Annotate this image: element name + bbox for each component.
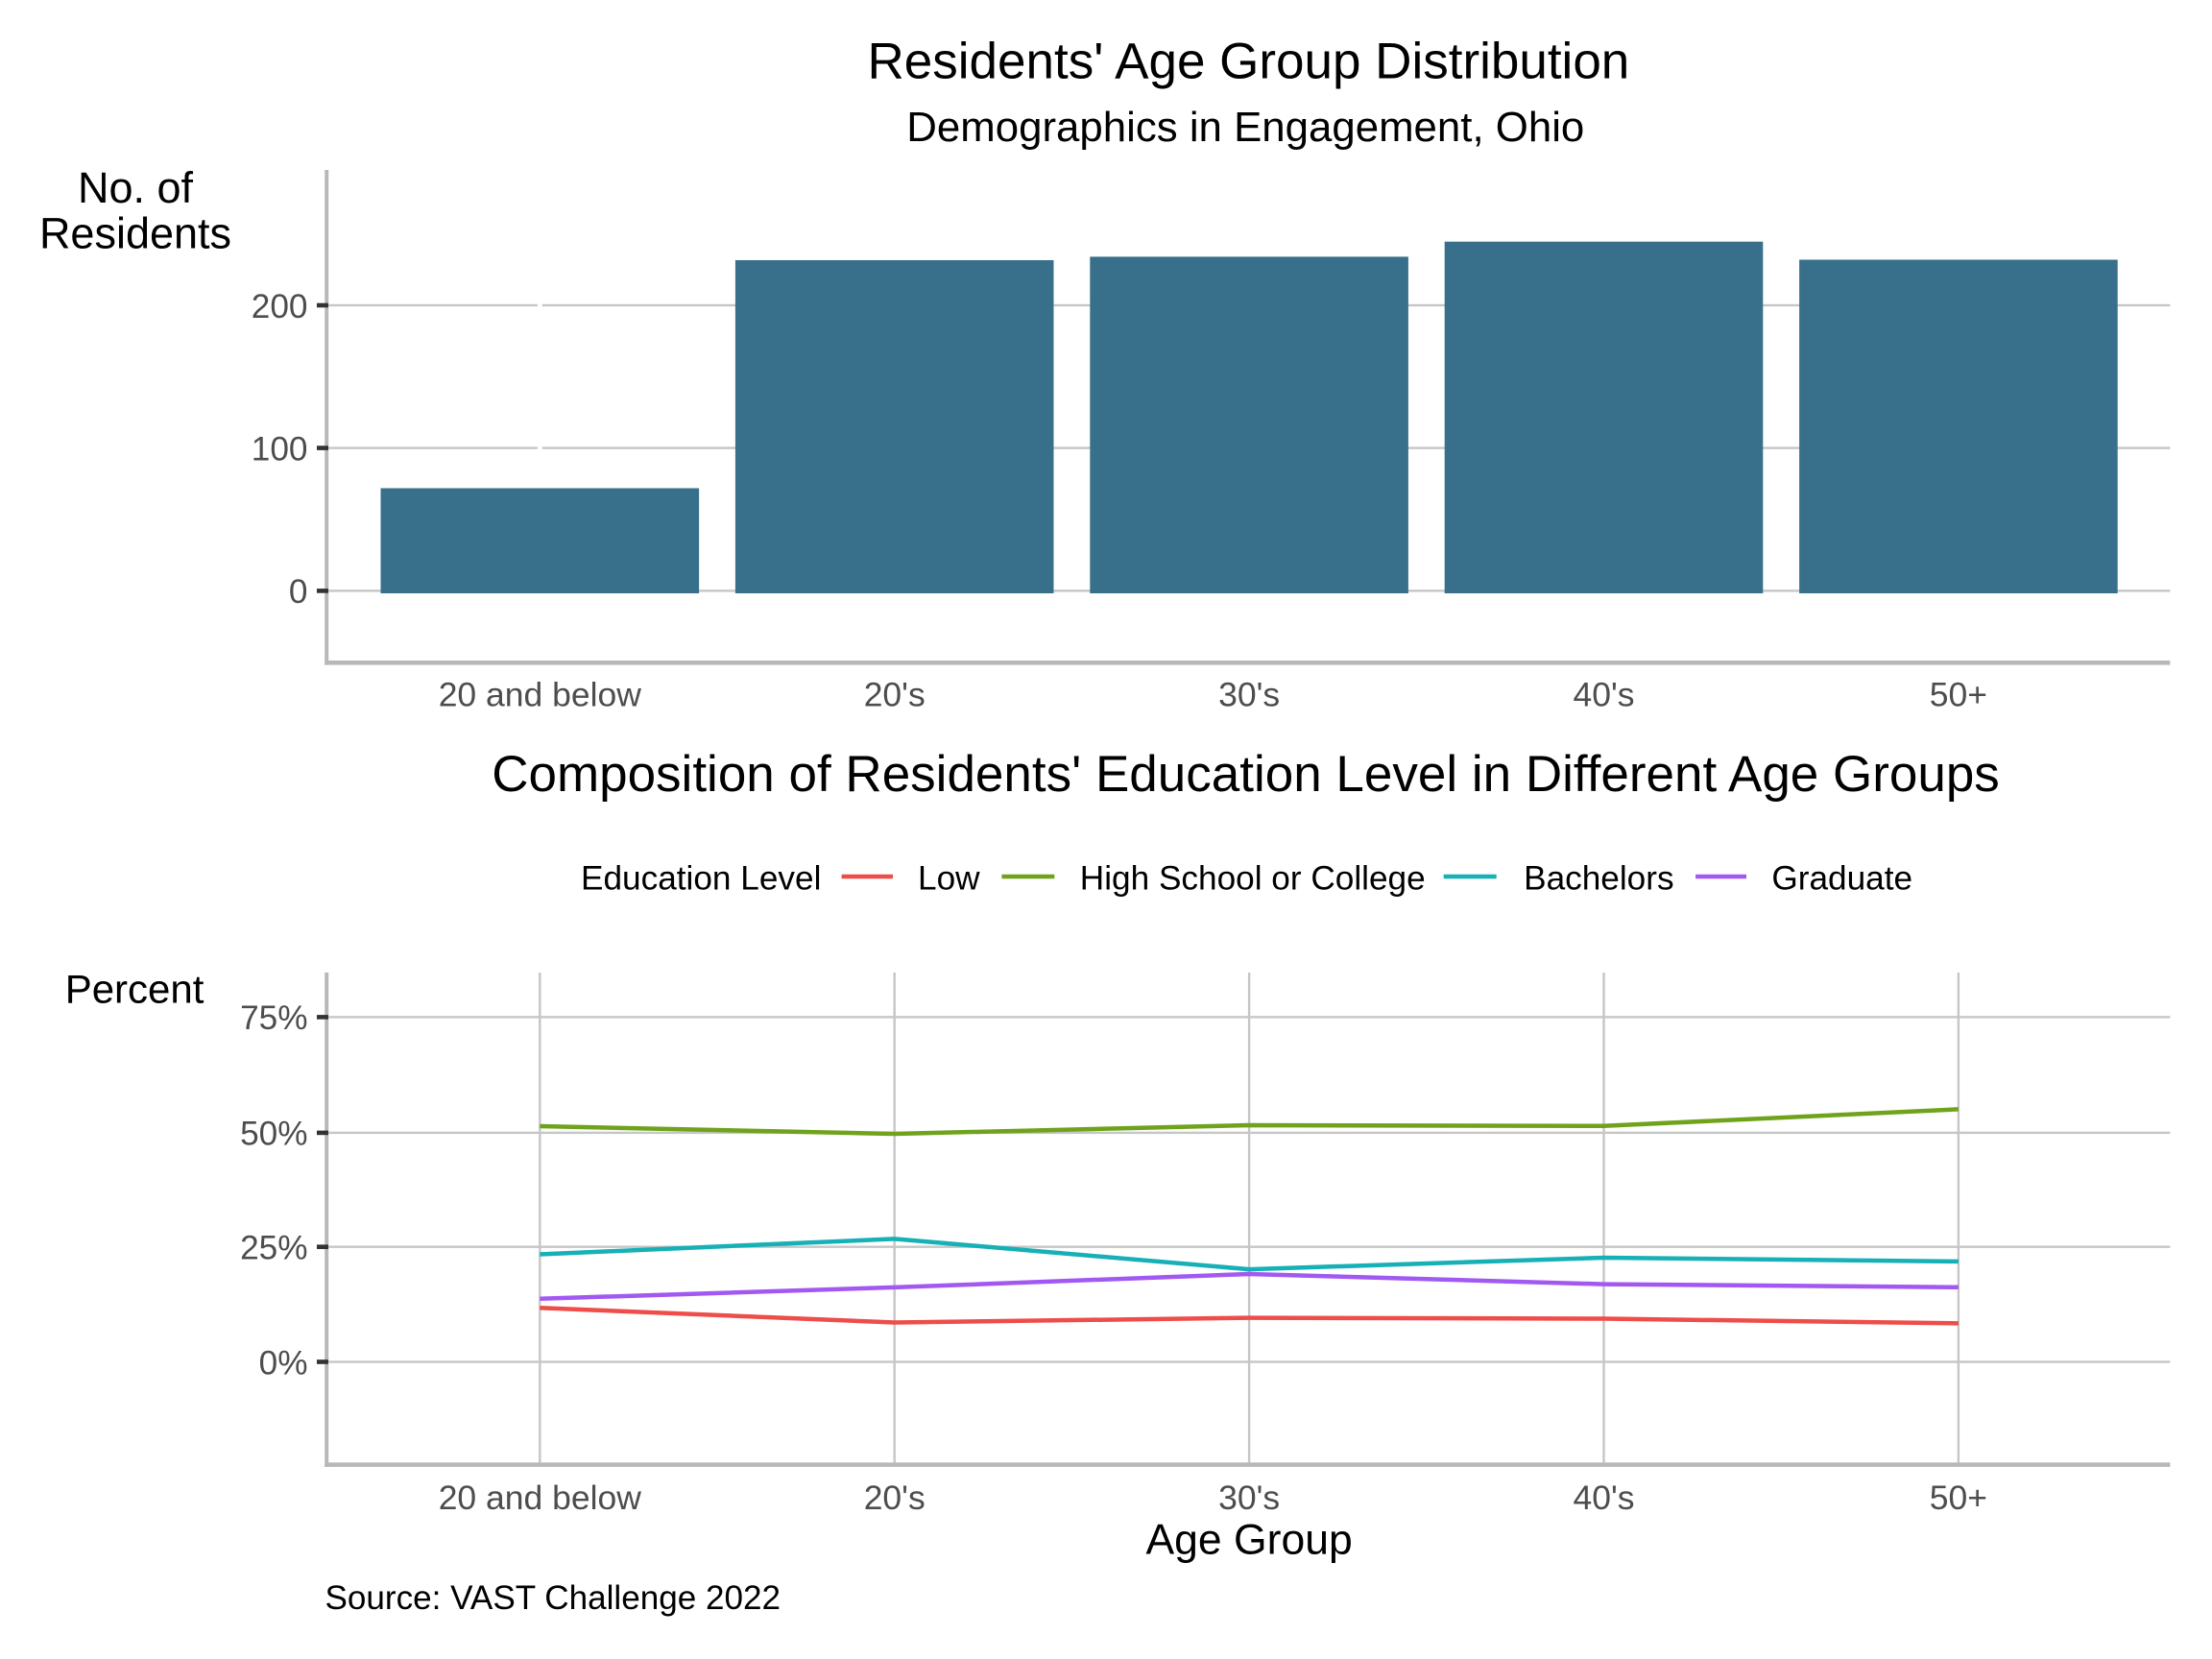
- svg-text:Low: Low: [918, 860, 980, 898]
- svg-text:20's: 20's: [864, 1479, 926, 1517]
- svg-text:Source: VAST Challenge 2022: Source: VAST Challenge 2022: [325, 1579, 781, 1617]
- svg-text:Graduate: Graduate: [1771, 860, 1912, 898]
- svg-text:30's: 30's: [1218, 676, 1280, 714]
- svg-text:40's: 40's: [1573, 1479, 1634, 1517]
- svg-text:Age Group: Age Group: [1145, 1517, 1352, 1564]
- svg-text:Residents' Age Group Distribut: Residents' Age Group Distribution: [868, 33, 1630, 89]
- svg-text:50+: 50+: [1930, 1479, 1987, 1517]
- svg-text:Percent: Percent: [65, 967, 204, 1012]
- svg-text:25%: 25%: [240, 1230, 307, 1267]
- svg-text:20 and below: 20 and below: [439, 1479, 642, 1517]
- svg-text:0%: 0%: [259, 1344, 308, 1382]
- svg-text:Composition of Residents' Educ: Composition of Residents' Education Leve…: [492, 746, 2000, 803]
- svg-text:20 and below: 20 and below: [439, 676, 642, 714]
- svg-text:Bachelors: Bachelors: [1524, 860, 1673, 898]
- svg-text:30's: 30's: [1218, 1479, 1280, 1517]
- svg-text:Residents: Residents: [39, 209, 231, 258]
- svg-text:75%: 75%: [240, 999, 307, 1037]
- svg-text:High School or College: High School or College: [1080, 860, 1426, 898]
- svg-text:20's: 20's: [864, 676, 926, 714]
- svg-text:50%: 50%: [240, 1116, 307, 1153]
- svg-text:50+: 50+: [1930, 676, 1987, 714]
- svg-text:100: 100: [252, 430, 308, 468]
- svg-text:Education Level: Education Level: [581, 860, 821, 898]
- svg-text:200: 200: [252, 288, 308, 325]
- svg-text:No. of: No. of: [78, 163, 194, 212]
- svg-text:Demographics in Engagement, Oh: Demographics in Engagement, Ohio: [906, 104, 1584, 151]
- svg-text:0: 0: [289, 573, 308, 611]
- svg-text:40's: 40's: [1573, 676, 1634, 714]
